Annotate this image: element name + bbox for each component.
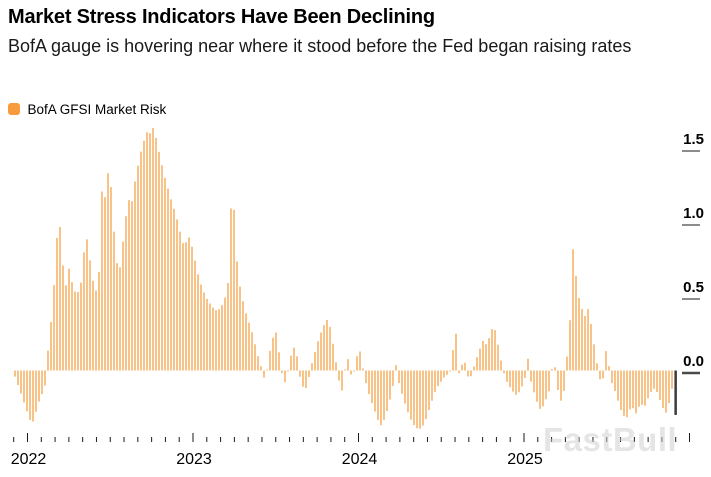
y-axis: 1.5 1.0 0.5 0.0 <box>682 131 704 375</box>
y-tick-label: 0.5 <box>683 279 704 296</box>
legend: BofA GFSI Market Risk <box>8 101 166 117</box>
legend-label: BofA GFSI Market Risk <box>27 101 167 117</box>
year-label: 2023 <box>176 451 212 468</box>
y-tick-label: 1.0 <box>683 205 704 222</box>
y-tick-label: 0.0 <box>683 353 704 370</box>
bars-group <box>14 127 673 429</box>
y-tick-label: 1.5 <box>683 131 704 148</box>
chart-subtitle: BofA gauge is hovering near where it sto… <box>8 36 632 56</box>
year-label: 2022 <box>11 451 47 468</box>
year-label: 2024 <box>342 451 378 468</box>
year-labels: 2022 2023 2024 2025 <box>11 451 543 468</box>
watermark: FastBull <box>543 421 678 458</box>
year-label: 2025 <box>507 451 543 468</box>
chart-title: Market Stress Indicators Have Been Decli… <box>8 6 435 28</box>
current-bar <box>674 370 677 415</box>
legend-swatch-icon <box>8 103 20 115</box>
x-axis-ticks <box>13 433 690 442</box>
